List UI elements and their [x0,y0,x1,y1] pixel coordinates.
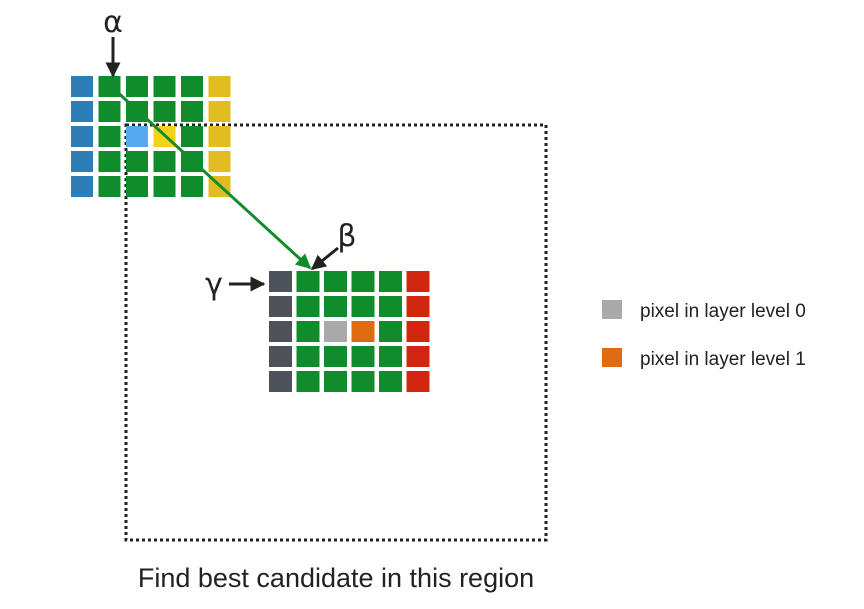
search-region-border [124,123,548,542]
bottom-pixel-grid [269,271,430,392]
top-grid-cell-green [126,176,148,197]
beta-arrow [310,246,339,271]
legend-swatch-level-1 [602,348,622,367]
top-grid-cell-yellow [208,151,231,172]
top-grid-cell-blue [71,151,93,172]
legend-swatch-level-0 [602,300,622,319]
bottom-grid-cell-green [379,346,402,367]
gamma-label: γ [205,267,223,302]
top-grid-cell-green [181,126,203,147]
top-grid-cell-green [181,76,203,97]
bottom-grid-cell-orange [351,321,375,342]
bottom-grid-cell-red [406,296,430,317]
match-arrow [112,87,312,270]
top-grid-cell-blue [71,126,93,147]
top-grid-cell-green [153,176,176,197]
beta-label: β [337,219,356,254]
bottom-grid-cell-green [324,346,347,367]
bottom-grid-cell-green [351,371,375,392]
top-grid-cell-green [153,76,176,97]
bottom-grid-cell-dark-gray [269,296,292,317]
top-grid-cell-green [153,101,176,122]
top-grid-cell-green [181,176,203,197]
bottom-grid-cell-green [324,271,347,292]
top-pixel-grid [71,76,231,197]
legend-label-level-0: pixel in layer level 0 [640,301,806,322]
alpha-label: α [103,5,123,40]
top-grid-cell-green [181,101,203,122]
bottom-grid-cell-dark-gray [269,346,292,367]
bottom-grid-cell-green [296,346,320,367]
top-grid-cell-blue [71,76,93,97]
legend-label-level-1: pixel in layer level 1 [640,349,806,370]
top-grid-cell-yellow [208,76,231,97]
bottom-grid-cell-dark-gray [269,321,292,342]
bottom-grid-cell-green [324,296,347,317]
bottom-grid-cell-green [379,296,402,317]
bottom-grid-cell-red [406,271,430,292]
bottom-grid-cell-dark-gray [269,271,292,292]
bottom-grid-cell-green [296,296,320,317]
bottom-grid-cell-green [351,296,375,317]
top-grid-cell-highlight-blue [126,126,148,147]
top-grid-cell-yellow [208,101,231,122]
top-grid-cell-green [98,101,121,122]
bottom-grid-cell-red [406,346,430,367]
bottom-grid-cell-red [406,321,430,342]
top-grid-cell-green [126,76,148,97]
bottom-grid-cell-green [296,321,320,342]
bottom-grid-cell-green [351,346,375,367]
bottom-grid-cell-red [406,371,430,392]
bottom-grid-cell-green [379,321,402,342]
top-grid-cell-green [98,151,121,172]
bottom-grid-cell-green [379,371,402,392]
bottom-grid-cell-gray [324,321,347,342]
legend: pixel in layer level 0 pixel in layer le… [602,300,806,370]
top-grid-cell-green [153,151,176,172]
bottom-grid-cell-green [324,371,347,392]
region-caption: Find best candidate in this region [138,563,534,593]
top-grid-cell-blue [71,176,93,197]
bottom-grid-cell-green [296,371,320,392]
bottom-grid-cell-dark-gray [269,371,292,392]
top-grid-cell-green [98,126,121,147]
top-grid-cell-yellow [208,126,231,147]
bottom-grid-cell-green [379,271,402,292]
bottom-grid-cell-green [351,271,375,292]
top-grid-cell-blue [71,101,93,122]
top-grid-cell-green [126,151,148,172]
bottom-grid-cell-green [296,271,320,292]
top-grid-cell-green [98,176,121,197]
